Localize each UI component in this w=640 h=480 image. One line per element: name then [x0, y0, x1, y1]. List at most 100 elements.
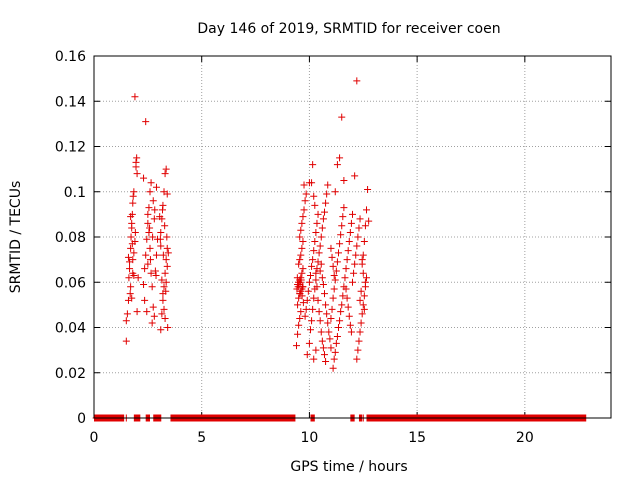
data-point — [297, 276, 305, 284]
data-point — [322, 199, 330, 207]
data-point — [324, 181, 332, 189]
data-point — [343, 294, 351, 302]
data-point — [158, 276, 166, 284]
data-point — [330, 355, 338, 363]
data-point — [129, 256, 137, 264]
y-axis-label: SRMTID / TECUs — [8, 181, 24, 294]
data-point — [299, 238, 307, 246]
y-tick-label: 0.04 — [55, 321, 86, 337]
data-point — [131, 93, 139, 101]
data-point — [293, 274, 301, 282]
data-point — [147, 269, 155, 277]
data-point — [333, 333, 341, 341]
data-point — [146, 244, 154, 252]
y-tick-label: 0.14 — [55, 94, 86, 110]
data-point — [338, 222, 346, 230]
data-point — [328, 253, 336, 261]
data-point — [145, 228, 153, 236]
data-point — [130, 271, 138, 279]
data-point — [161, 222, 169, 230]
data-point — [125, 274, 133, 282]
data-point — [314, 296, 322, 304]
data-point — [308, 262, 316, 270]
data-point — [142, 251, 150, 259]
data-point — [319, 281, 327, 289]
x-axis-label: GPS time / hours — [290, 459, 407, 475]
data-point — [300, 181, 308, 189]
data-point — [363, 274, 371, 282]
data-point — [150, 312, 158, 320]
y-tick-label: 0.16 — [55, 49, 86, 65]
data-point — [299, 283, 307, 291]
data-point — [132, 158, 140, 166]
data-point — [327, 314, 335, 322]
data-point — [160, 305, 168, 313]
data-point — [162, 256, 170, 264]
data-point — [156, 213, 164, 221]
data-point — [299, 299, 307, 307]
data-point — [316, 242, 324, 250]
data-point — [349, 210, 356, 218]
data-point — [340, 176, 348, 184]
axis-ticks: 0 0.02 0.04 0.06 0.08 0.1 0.12 0.14 0.16 0 5 10 15 20 — [55, 49, 611, 446]
data-point — [355, 337, 363, 345]
data-point — [338, 301, 346, 309]
data-point — [133, 154, 141, 162]
data-point — [337, 308, 345, 316]
data-point — [295, 260, 303, 268]
data-point — [346, 321, 354, 329]
data-point — [148, 319, 156, 327]
data-point — [357, 287, 365, 295]
data-point — [161, 269, 169, 277]
data-point — [322, 357, 330, 365]
data-point — [164, 324, 172, 331]
data-point — [163, 244, 171, 252]
data-point — [300, 206, 308, 214]
data-point — [323, 310, 331, 318]
data-point — [338, 113, 346, 121]
data-point — [311, 285, 319, 293]
data-point — [296, 256, 304, 264]
data-point — [330, 285, 338, 293]
data-point — [311, 238, 319, 246]
grid-lines — [94, 56, 611, 418]
data-point — [308, 179, 316, 187]
data-point — [127, 244, 135, 252]
data-point — [359, 269, 367, 277]
data-point — [345, 238, 353, 246]
data-point — [140, 281, 148, 289]
data-point — [327, 344, 335, 352]
data-point — [332, 339, 340, 347]
data-point — [342, 265, 350, 273]
data-point — [343, 256, 351, 264]
data-point — [128, 240, 136, 248]
data-point — [337, 231, 345, 239]
data-point — [333, 161, 341, 169]
data-point — [160, 283, 168, 291]
data-point — [314, 210, 322, 218]
data-point — [347, 328, 355, 336]
data-point — [302, 305, 310, 313]
data-point — [146, 256, 154, 264]
x-tick-label: 10 — [301, 430, 319, 446]
data-point — [330, 271, 338, 279]
data-point — [162, 278, 170, 286]
data-point — [127, 213, 135, 221]
data-point — [143, 308, 151, 316]
data-point — [163, 262, 171, 270]
x-tick-label: 0 — [90, 430, 99, 446]
data-point — [312, 269, 320, 277]
data-point — [129, 192, 137, 200]
data-point — [327, 244, 335, 252]
data-point — [315, 308, 323, 316]
data-point — [317, 233, 325, 241]
data-point — [360, 292, 368, 300]
data-point — [152, 183, 160, 191]
data-point — [313, 219, 321, 227]
data-point — [358, 310, 366, 318]
data-point — [163, 190, 171, 198]
data-point — [157, 228, 165, 236]
data-point — [126, 290, 134, 298]
data-point — [164, 249, 172, 257]
data-point — [122, 317, 130, 325]
